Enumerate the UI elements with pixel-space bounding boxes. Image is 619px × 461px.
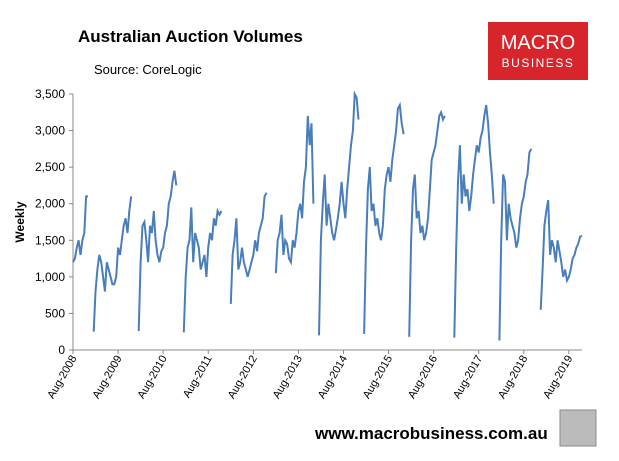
logo-text: MACRO (501, 32, 575, 54)
y-tick-label: 2,500 (35, 160, 65, 174)
x-tick-label: Aug-2019 (541, 354, 575, 401)
y-axis-label: Weekly (13, 201, 27, 242)
y-tick-label: 1,000 (35, 270, 65, 284)
x-tick-label: Aug-2011 (181, 354, 215, 401)
x-tick-label: Aug-2014 (316, 354, 350, 401)
source: Source: CoreLogic (94, 62, 202, 77)
wolf-icon (559, 409, 597, 447)
x-tick-label: Aug-2017 (451, 354, 485, 401)
y-tick-label: 3,000 (35, 124, 65, 138)
logo (488, 22, 588, 80)
y-tick-label: 0 (58, 343, 65, 357)
y-tick-label: 3,500 (35, 87, 65, 101)
x-tick-label: Aug-2012 (226, 354, 260, 401)
x-tick-label: Aug-2009 (90, 354, 124, 401)
x-tick-label: Aug-2018 (496, 354, 530, 401)
x-tick-label: Aug-2013 (271, 354, 305, 401)
logo-text: BUSINESS (502, 56, 575, 70)
y-tick-label: 500 (45, 306, 65, 320)
x-tick-label: Aug-2008 (45, 354, 79, 401)
x-tick-label: Aug-2015 (361, 354, 395, 401)
footer-url: www.macrobusiness.com.au (314, 424, 548, 443)
x-tick-label: Aug-2016 (406, 354, 440, 401)
y-tick-label: 2,000 (35, 197, 65, 211)
data-line (72, 90, 583, 341)
y-tick-label: 1,500 (35, 233, 65, 247)
chart-title: Australian Auction Volumes (78, 27, 303, 46)
x-tick-label: Aug-2010 (136, 354, 170, 401)
